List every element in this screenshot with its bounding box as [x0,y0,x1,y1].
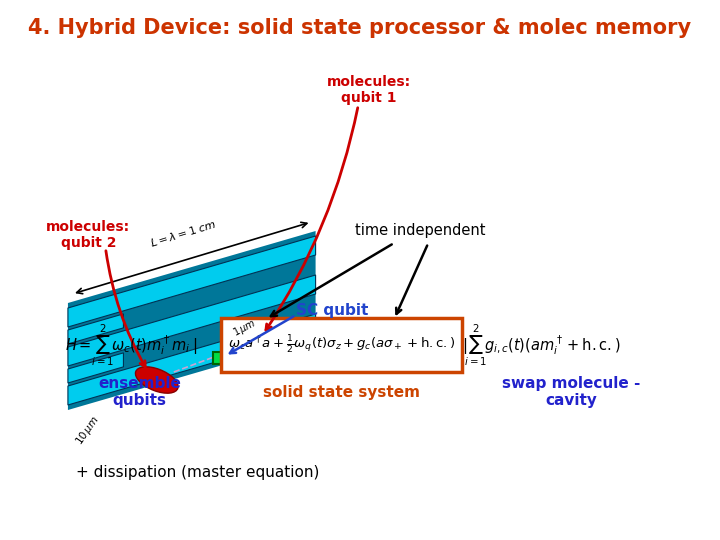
Text: $10\,\mu m$: $10\,\mu m$ [72,413,102,448]
Text: $1\,\mu m$: $1\,\mu m$ [230,316,258,340]
Polygon shape [68,314,315,405]
Polygon shape [68,231,315,410]
Text: swap molecule -
cavity: swap molecule - cavity [502,376,640,408]
FancyBboxPatch shape [221,318,462,372]
Ellipse shape [135,367,178,393]
Polygon shape [68,353,123,383]
Bar [213,352,223,364]
Text: $\omega_c a^\dagger a + \frac{1}{2}\omega_q(t)\sigma_z + g_c(a\sigma_+ + \mathrm: $\omega_c a^\dagger a + \frac{1}{2}\omeg… [228,334,455,356]
Text: SC qubit: SC qubit [296,302,369,318]
Text: solid state system: solid state system [263,384,420,400]
Text: $|\!\sum_{i=1}^{2}\!g_{i,c}(t)(am_i^\dagger + \mathrm{h.c.})$: $|\!\sum_{i=1}^{2}\!g_{i,c}(t)(am_i^\dag… [462,322,621,368]
Polygon shape [68,275,315,366]
Polygon shape [68,236,315,327]
Text: time independent: time independent [354,222,485,238]
Polygon shape [68,314,123,344]
Text: $L = \lambda = 1$ cm: $L = \lambda = 1$ cm [148,217,218,249]
Ellipse shape [235,332,277,358]
Text: molecules:
qubit 1: molecules: qubit 1 [326,75,410,105]
Text: molecules:
qubit 2: molecules: qubit 2 [46,220,130,250]
Text: 4. Hybrid Device: solid state processor & molec memory: 4. Hybrid Device: solid state processor … [28,18,692,38]
Text: ensemble
qubits: ensemble qubits [98,376,181,408]
Text: $H = \!\sum_{i=1}^{2}\!\omega_c(t)m_i^\dagger m_i\;|$: $H = \!\sum_{i=1}^{2}\!\omega_c(t)m_i^\d… [66,322,198,368]
Text: + dissipation (master equation): + dissipation (master equation) [76,464,320,480]
